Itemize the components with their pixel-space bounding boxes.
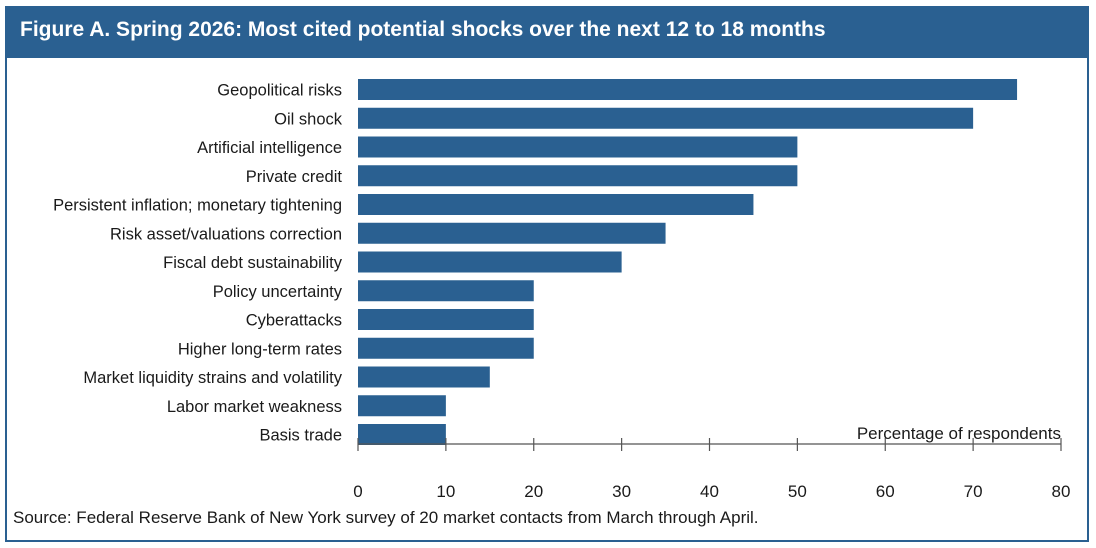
category-labels-group: Geopolitical risks Oil shock Artificial in… [53,82,343,445]
source-note: Source: Federal Reserve Bank of New York… [13,508,759,527]
x-axis-title: Percentage of respondents [857,424,1061,443]
x-tick-label-6: 60 [876,482,895,501]
category-label-2: Artificial intelligence [197,139,342,157]
x-tick-label-3: 30 [612,482,631,501]
bar-7 [358,280,534,302]
bar-11 [358,395,446,417]
x-tick-label-2: 20 [524,482,543,501]
figure-title: Figure A. Spring 2026: Most cited potent… [20,18,826,41]
x-ticks-group: 0 10 20 30 40 50 60 70 80 [353,438,1070,501]
category-label-11: Labor market weakness [167,398,342,416]
category-label-3: Private credit [246,168,343,186]
bar-12 [358,424,446,445]
bar-3 [358,165,798,187]
x-tick-label-0: 0 [353,482,362,501]
bar-1 [358,107,974,129]
bar-2 [358,136,798,158]
x-tick-label-4: 40 [700,482,719,501]
category-label-8: Cyberattacks [246,312,342,330]
category-label-5: Risk asset/valuations correction [110,225,342,243]
bar-0 [358,79,1018,100]
bar-8 [358,309,534,330]
category-label-10: Market liquidity strains and volatility [83,369,342,387]
category-label-4: Persistent inflation; monetary tightenin… [53,197,342,215]
category-label-9: Higher long-term rates [178,340,342,358]
x-tick-label-7: 70 [964,482,983,501]
category-label-7: Policy uncertainty [213,283,343,301]
bar-4 [358,194,754,215]
bar-5 [358,222,666,244]
bar-9 [358,337,534,359]
category-label-1: Oil shock [274,110,343,128]
bar-6 [358,251,622,273]
bar-10 [358,366,490,388]
category-label-6: Fiscal debt sustainability [163,254,343,272]
x-tick-label-5: 50 [788,482,807,501]
x-tick-label-1: 10 [436,482,455,501]
bars-group [358,79,1018,445]
x-tick-label-8: 80 [1052,482,1071,501]
figure-header: Figure A. Spring 2026: Most cited potent… [7,8,1087,58]
category-label-12: Basis trade [259,427,342,445]
category-label-0: Geopolitical risks [217,82,342,100]
